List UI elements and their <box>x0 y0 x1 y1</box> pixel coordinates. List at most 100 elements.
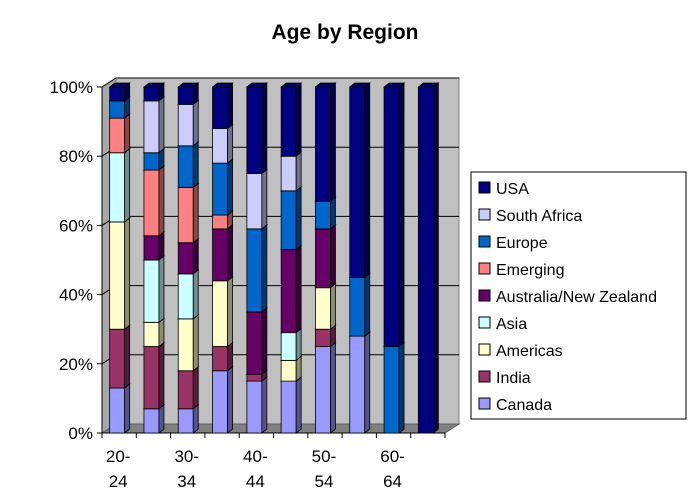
bar-segment-south-africa <box>211 123 234 164</box>
x-tick-label: 50- <box>312 447 337 466</box>
bar-side <box>227 82 233 130</box>
bar-segment-canada <box>245 376 268 434</box>
bar-side <box>192 182 199 244</box>
legend-item-americas: Americas <box>478 343 563 360</box>
bar-front <box>143 408 160 434</box>
bar-side <box>330 282 336 331</box>
bar-segment-canada <box>108 383 131 434</box>
bar-segment-india <box>108 324 131 389</box>
y-tick-label: 40% <box>59 286 93 305</box>
bar-side <box>192 313 199 372</box>
bar-front <box>109 117 126 154</box>
y-tick-label: 20% <box>59 355 93 374</box>
bar-segment-canada <box>314 341 337 434</box>
bar-segment-south-africa <box>245 168 268 230</box>
bar-segment-canada <box>280 376 303 434</box>
legend-label: USA <box>496 181 529 198</box>
legend-label: Australia/New Zealand <box>496 289 657 306</box>
bar-segment-india <box>177 365 200 410</box>
legend-swatch <box>478 208 491 221</box>
bar-front <box>143 321 160 347</box>
bar-front <box>177 370 194 410</box>
y-tick-label: 0% <box>68 424 93 443</box>
y-tick-label: 100% <box>50 78 93 97</box>
bar-front <box>177 408 194 434</box>
legend-swatch <box>478 262 491 275</box>
bar-front <box>177 86 194 105</box>
x-tick-label: 40- <box>243 447 268 466</box>
bar-top <box>417 82 440 88</box>
legend-item-australia-new-zealand: Australia/New Zealand <box>478 289 657 306</box>
bar-side <box>158 255 165 324</box>
bar-front <box>280 249 297 334</box>
bar-front <box>109 387 126 434</box>
bar-side <box>124 147 131 223</box>
bar-side <box>124 324 131 389</box>
bar-front <box>349 276 366 337</box>
bars <box>108 82 440 434</box>
bar-segment-usa <box>348 82 371 279</box>
bar-segment-canada <box>348 331 371 434</box>
y-tick-label: 80% <box>59 147 93 166</box>
bar-front <box>109 152 126 223</box>
bar-side <box>364 82 371 279</box>
bar-front <box>212 86 228 129</box>
bar-front <box>280 332 297 361</box>
gridline <box>101 77 459 88</box>
x-tick-label: 30- <box>174 447 199 466</box>
bar-side <box>227 365 233 434</box>
bar-segment-emerging <box>108 113 131 154</box>
bar-front <box>383 346 400 434</box>
bar-side <box>124 113 131 154</box>
bar-side <box>158 230 165 261</box>
bar-front <box>212 346 228 372</box>
bar-segment-south-africa <box>280 151 303 192</box>
bar-side <box>158 341 165 410</box>
bar-front <box>315 346 331 434</box>
bar-side <box>261 168 268 230</box>
bar-front <box>143 235 160 261</box>
bar-segment-usa <box>417 82 440 434</box>
bar-front <box>315 228 331 289</box>
bar-side <box>261 307 268 376</box>
bar-side <box>124 217 131 331</box>
bar-segment-americas <box>314 282 337 331</box>
bar-top <box>245 82 268 88</box>
bar-front <box>383 86 400 347</box>
bar-side <box>295 376 302 434</box>
bar-top <box>314 82 337 88</box>
bar-top <box>382 82 406 88</box>
legend-label: Europe <box>496 235 548 252</box>
bar-front <box>246 173 263 230</box>
legend-item-usa: USA <box>478 181 529 198</box>
bar-front <box>109 328 126 389</box>
bar-top <box>177 82 200 88</box>
bar-front <box>143 100 160 154</box>
legend-swatch <box>478 343 491 356</box>
bar-side <box>227 158 233 216</box>
bar-side <box>330 341 336 434</box>
legend-label: Americas <box>496 343 563 360</box>
bar-side <box>227 275 233 348</box>
bar-side <box>398 82 405 348</box>
bar-front <box>212 228 228 282</box>
legend-swatch <box>478 235 491 248</box>
bar-segment-asia <box>142 255 166 324</box>
bar-front <box>143 169 160 237</box>
chart-title: Age by Region <box>271 21 418 44</box>
bar-front <box>315 328 331 347</box>
bar-segment-australia-new-zealand <box>245 307 268 376</box>
bar-segment-europe <box>348 272 371 337</box>
bar-side <box>295 327 302 362</box>
bar-side <box>227 224 233 282</box>
x-tick-label: 54 <box>314 472 333 491</box>
bar-segment-usa <box>280 82 303 158</box>
bar-side <box>227 123 233 164</box>
bar-front <box>143 259 160 323</box>
bar-front <box>246 380 263 434</box>
bar-front <box>280 380 297 434</box>
bar-side <box>261 82 268 175</box>
bar-segment-americas <box>177 313 200 372</box>
bar-side <box>261 224 268 313</box>
